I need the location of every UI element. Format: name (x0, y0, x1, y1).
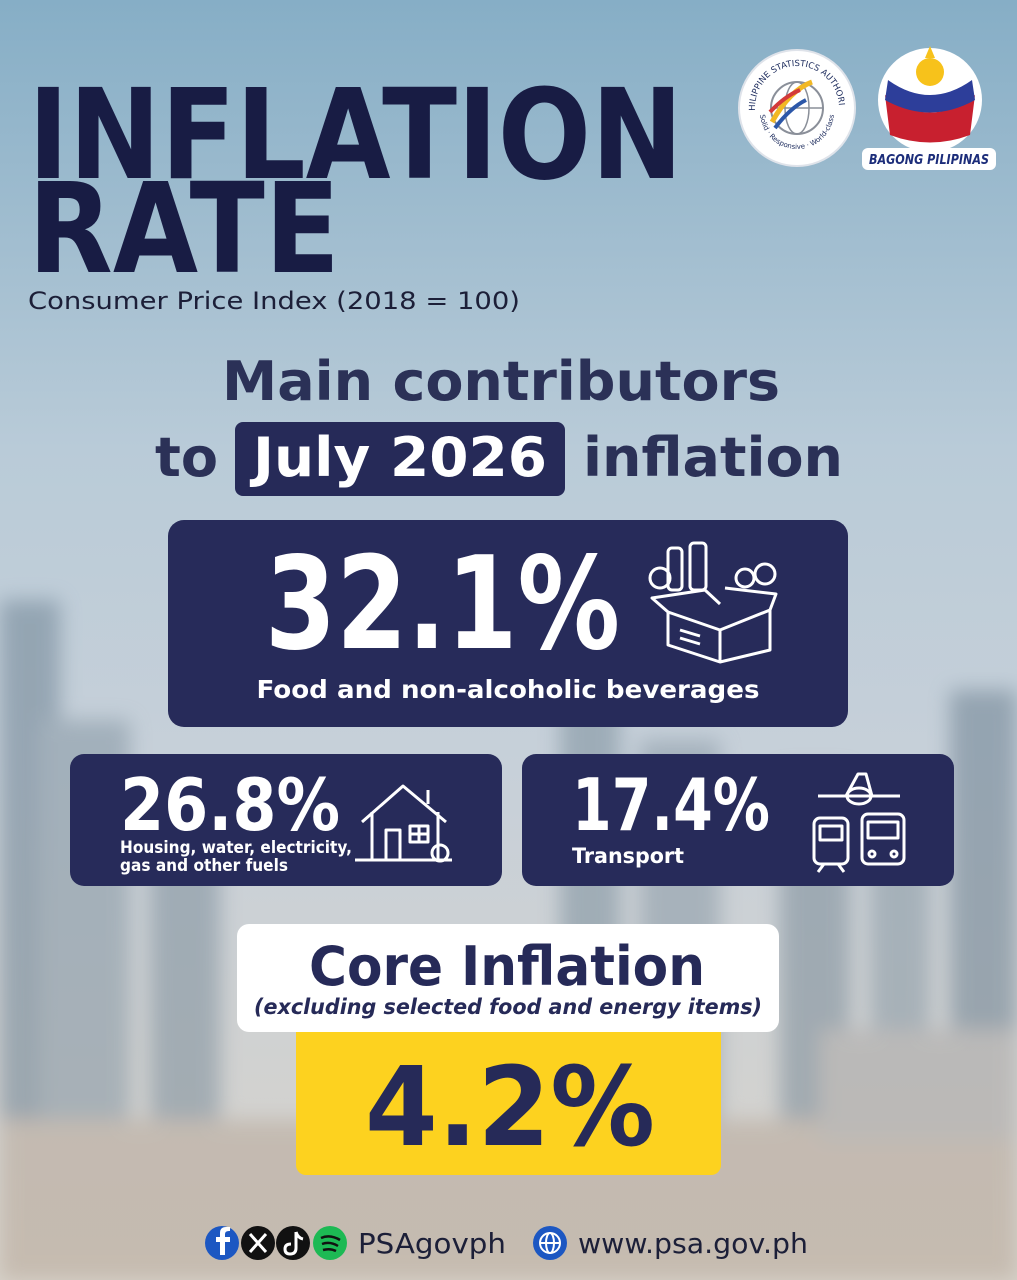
core-title: Core Inflation (309, 935, 705, 998)
heading-to: to (155, 426, 218, 489)
social-icons (205, 1226, 347, 1260)
housing-card (70, 754, 502, 886)
core-value-box-top (296, 1032, 721, 1052)
housing-label-1: Housing, water, electricity, (120, 838, 352, 858)
food-share: 32.1% (265, 530, 620, 679)
subtitle: Consumer Price Index (2018 = 100) (28, 287, 520, 315)
title-line1: INFLATION (28, 63, 683, 208)
bagong-label: BAGONG PILIPINAS (869, 153, 989, 168)
social-handle: PSAgovph (358, 1227, 506, 1260)
heading-tail: inflation (583, 426, 843, 489)
heading-line1: Main contributors (222, 350, 780, 413)
core-value-box (296, 1032, 721, 1175)
core-header-box (237, 924, 779, 1032)
period-box (235, 422, 565, 496)
house-icon (355, 784, 452, 863)
food-card (168, 520, 848, 727)
housing-label-2: gas and other fuels (120, 856, 288, 876)
globe-icon (533, 1226, 567, 1260)
food-label: Food and non-alcoholic beverages (257, 675, 760, 704)
grocery-icon (648, 541, 778, 664)
transport-icon (812, 772, 906, 873)
core-note: (excluding selected food and energy item… (254, 995, 762, 1019)
transport-share: 17.4% (572, 763, 770, 847)
heading-period: July 2026 (249, 426, 547, 489)
title-line2: RATE (28, 157, 340, 302)
core-value: 4.2% (365, 1043, 655, 1171)
transport-label: Transport (572, 844, 684, 868)
bagong-pilipinas-logo: BAGONG PILIPINAS (862, 46, 996, 170)
housing-share: 26.8% (120, 763, 340, 847)
website: www.psa.gov.ph (578, 1227, 808, 1260)
transport-card (522, 754, 954, 886)
